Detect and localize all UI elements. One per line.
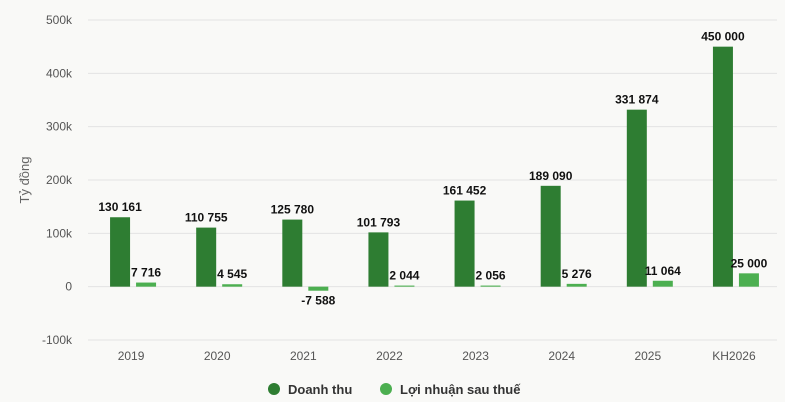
y-tick-label: 100k xyxy=(46,226,73,240)
data-label: 5 276 xyxy=(562,267,592,281)
y-tick-label: 400k xyxy=(46,66,73,80)
grid-lines xyxy=(88,19,777,341)
data-labels: 130 161 7 716 110 755 4 545 125 780 -7 588 101… xyxy=(98,30,767,308)
data-label: 161 452 xyxy=(443,184,487,198)
data-label: 4 545 xyxy=(217,267,247,281)
x-tick-label: 2019 xyxy=(118,349,145,363)
x-tick-label: 2021 xyxy=(290,349,317,363)
y-axis-title: Tỷ đồng xyxy=(17,157,32,204)
x-tick-label: 2025 xyxy=(634,349,661,363)
legend-label[interactable]: Doanh thu xyxy=(288,382,352,397)
data-label: -7 588 xyxy=(301,294,335,308)
data-label: 2 056 xyxy=(476,269,506,283)
bar-doanh-thu-2022 xyxy=(368,232,389,287)
bar-loi-nhuan-2023 xyxy=(480,285,501,287)
bar-doanh-thu-2020 xyxy=(196,227,217,287)
bar-doanh-thu-2019 xyxy=(110,217,131,287)
data-label: 110 755 xyxy=(185,211,228,225)
x-tick-label: 2024 xyxy=(548,349,575,363)
y-tick-label: -100k xyxy=(42,333,73,347)
data-label: 25 000 xyxy=(731,256,768,270)
x-axis-ticks: 2019 2020 2021 2022 2023 2024 2025 KH2026 xyxy=(118,349,756,363)
data-label: 2 044 xyxy=(389,269,419,283)
bar-loi-nhuan-2024 xyxy=(566,283,587,287)
data-label: 125 780 xyxy=(271,203,315,217)
x-tick-label: KH2026 xyxy=(712,349,756,363)
x-tick-label: 2023 xyxy=(462,349,489,363)
x-tick-label: 2022 xyxy=(376,349,403,363)
bar-loi-nhuan-2020 xyxy=(222,284,243,287)
y-axis-ticks: -100k 0 100k 200k 300k 400k 500k xyxy=(42,13,73,347)
data-label: 331 874 xyxy=(615,93,659,107)
y-tick-label: 300k xyxy=(46,120,73,134)
data-label: 450 000 xyxy=(701,30,745,44)
y-tick-label: 0 xyxy=(65,280,72,294)
bar-loi-nhuan-2022 xyxy=(394,285,415,287)
bar-doanh-thu-2024 xyxy=(540,185,561,287)
legend-label[interactable]: Lợi nhuận sau thuế xyxy=(400,382,521,397)
y-tick-label: 500k xyxy=(46,13,73,27)
bar-doanh-thu-KH2026 xyxy=(712,46,733,287)
legend-swatch xyxy=(380,383,392,395)
data-label: 130 161 xyxy=(98,200,142,214)
x-tick-label: 2020 xyxy=(204,349,231,363)
data-label: 101 793 xyxy=(357,215,401,229)
data-label: 189 090 xyxy=(529,169,573,183)
legend: Doanh thu Lợi nhuận sau thuế xyxy=(268,382,521,397)
bar-loi-nhuan-2021 xyxy=(308,286,329,291)
bar-doanh-thu-2023 xyxy=(454,200,475,287)
bar-loi-nhuan-KH2026 xyxy=(738,273,759,287)
bar-loi-nhuan-2019 xyxy=(136,282,157,287)
data-label: 7 716 xyxy=(131,266,161,280)
bar-doanh-thu-2021 xyxy=(282,219,303,287)
y-tick-label: 200k xyxy=(46,173,73,187)
bar-doanh-thu-2025 xyxy=(626,109,647,287)
bar-loi-nhuan-2025 xyxy=(652,280,673,287)
legend-swatch xyxy=(268,383,280,395)
bars xyxy=(110,46,759,291)
data-label: 11 064 xyxy=(645,264,681,278)
